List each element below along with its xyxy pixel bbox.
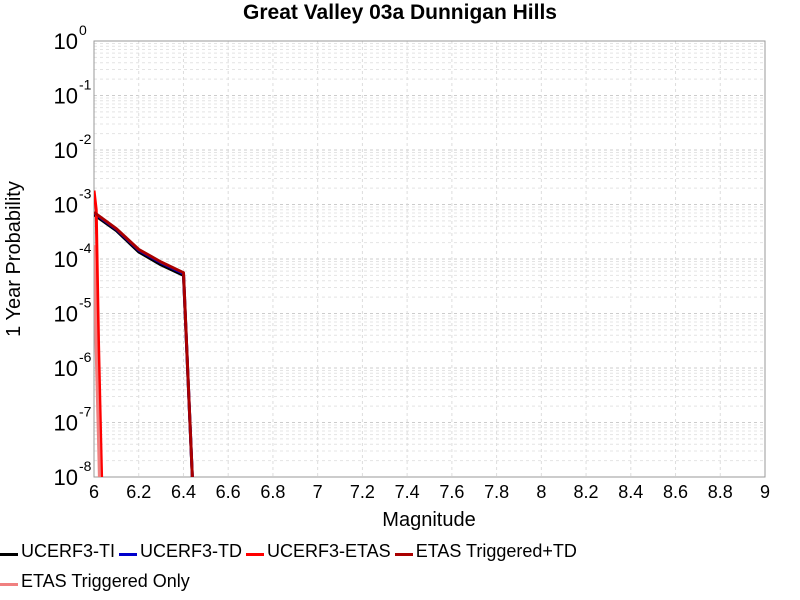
y-tick-label: 10 (54, 193, 78, 218)
x-tick-label: 6 (89, 482, 99, 502)
x-tick-label: 7.8 (484, 482, 509, 502)
x-tick-label: 6.8 (260, 482, 285, 502)
legend-item: UCERF3-TD (119, 541, 242, 562)
x-tick-label: 6.6 (216, 482, 241, 502)
legend-label: ETAS Triggered Only (21, 570, 190, 591)
x-tick-label: 8.4 (618, 482, 643, 502)
legend-label: ETAS Triggered+TD (415, 540, 577, 561)
x-tick-label: 8.8 (708, 482, 733, 502)
y-tick-exponent: -1 (79, 77, 92, 93)
grid (93, 41, 766, 478)
legend-label: UCERF3-TD (140, 540, 242, 561)
legend-swatch (0, 582, 18, 586)
x-tick-label: 6.2 (126, 482, 151, 502)
legend-row: UCERF3-TI UCERF3-TD UCERF3-ETAS ETAS Trigge… (0, 536, 800, 566)
chart: Great Valley 03a Dunnigan Hills 6 6.2 6.4 6… (3, 1, 770, 531)
y-tick-exponent: -6 (79, 349, 92, 365)
legend-swatch (119, 552, 137, 556)
legend-item: UCERF3-ETAS (246, 541, 391, 562)
x-axis-label: Magnitude (382, 509, 475, 531)
x-tick-label: 6.4 (171, 482, 196, 502)
legend-swatch (246, 552, 264, 556)
legend-row: ETAS Triggered Only (0, 566, 800, 596)
y-tick-label: 10 (54, 411, 78, 436)
series-line (94, 190, 104, 477)
legend-label: UCERF3-TI (21, 540, 115, 561)
y-tick-exponent: -2 (79, 131, 92, 147)
y-tick-label: 10 (54, 302, 78, 327)
legend-label: UCERF3-ETAS (267, 540, 391, 561)
y-tick-label: 10 (54, 138, 78, 163)
series-line (94, 245, 101, 477)
legend-item: ETAS Triggered+TD (394, 540, 577, 562)
x-tick-label: 8 (536, 482, 546, 502)
series-group (94, 190, 194, 477)
y-axis-label: 1 Year Probability (3, 181, 25, 337)
legend-swatch (394, 552, 413, 556)
y-tick-label: 10 (54, 356, 78, 381)
x-tick-label: 7.6 (439, 482, 464, 502)
x-tick-label: 7.2 (350, 482, 375, 502)
legend-item: ETAS Triggered Only (0, 571, 190, 592)
x-tick-label: 7 (313, 482, 323, 502)
x-tick-label: 8.6 (663, 482, 688, 502)
legend: UCERF3-TI UCERF3-TD UCERF3-ETAS ETAS Trigge… (0, 536, 800, 596)
y-tick-exponent: -5 (79, 295, 92, 311)
series-line (94, 211, 194, 477)
chart-title: Great Valley 03a Dunnigan Hills (243, 1, 557, 24)
x-tick-label: 8.2 (574, 482, 599, 502)
legend-item: UCERF3-TI (0, 541, 115, 562)
y-tick-label: 10 (54, 29, 78, 54)
y-tick-exponent: -4 (79, 240, 92, 256)
x-tick-label: 7.4 (395, 482, 420, 502)
y-tick-label: 10 (54, 465, 78, 490)
y-tick-exponent: -3 (79, 186, 92, 202)
x-tick-label: 9 (760, 482, 770, 502)
y-tick-label: 10 (54, 247, 78, 272)
y-tick-exponent: 0 (79, 22, 87, 38)
y-tick-exponent: -8 (79, 458, 92, 474)
x-tick-labels: 6 6.2 6.4 6.6 6.8 7 7.2 7.4 7.6 7.8 8 8.2 8.4 8.6 8.8 9 (89, 482, 770, 502)
y-tick-label: 10 (54, 84, 78, 109)
y-tick-exponent: -7 (79, 404, 92, 420)
legend-swatch (0, 552, 18, 556)
